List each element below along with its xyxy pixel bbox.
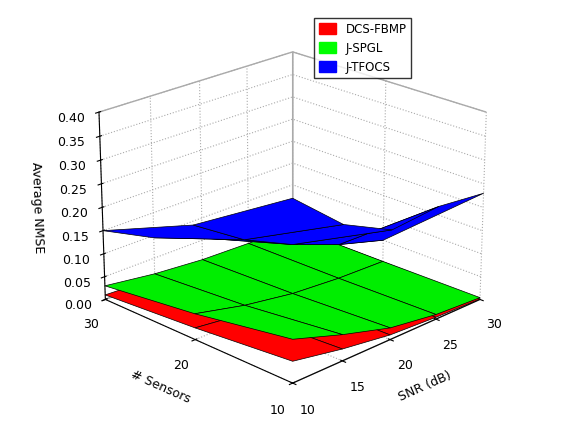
Y-axis label: # Sensors: # Sensors <box>129 368 192 406</box>
X-axis label: SNR (dB): SNR (dB) <box>396 369 453 404</box>
Legend: DCS-FBMP, J-SPGL, J-TFOCS: DCS-FBMP, J-SPGL, J-TFOCS <box>314 18 412 78</box>
